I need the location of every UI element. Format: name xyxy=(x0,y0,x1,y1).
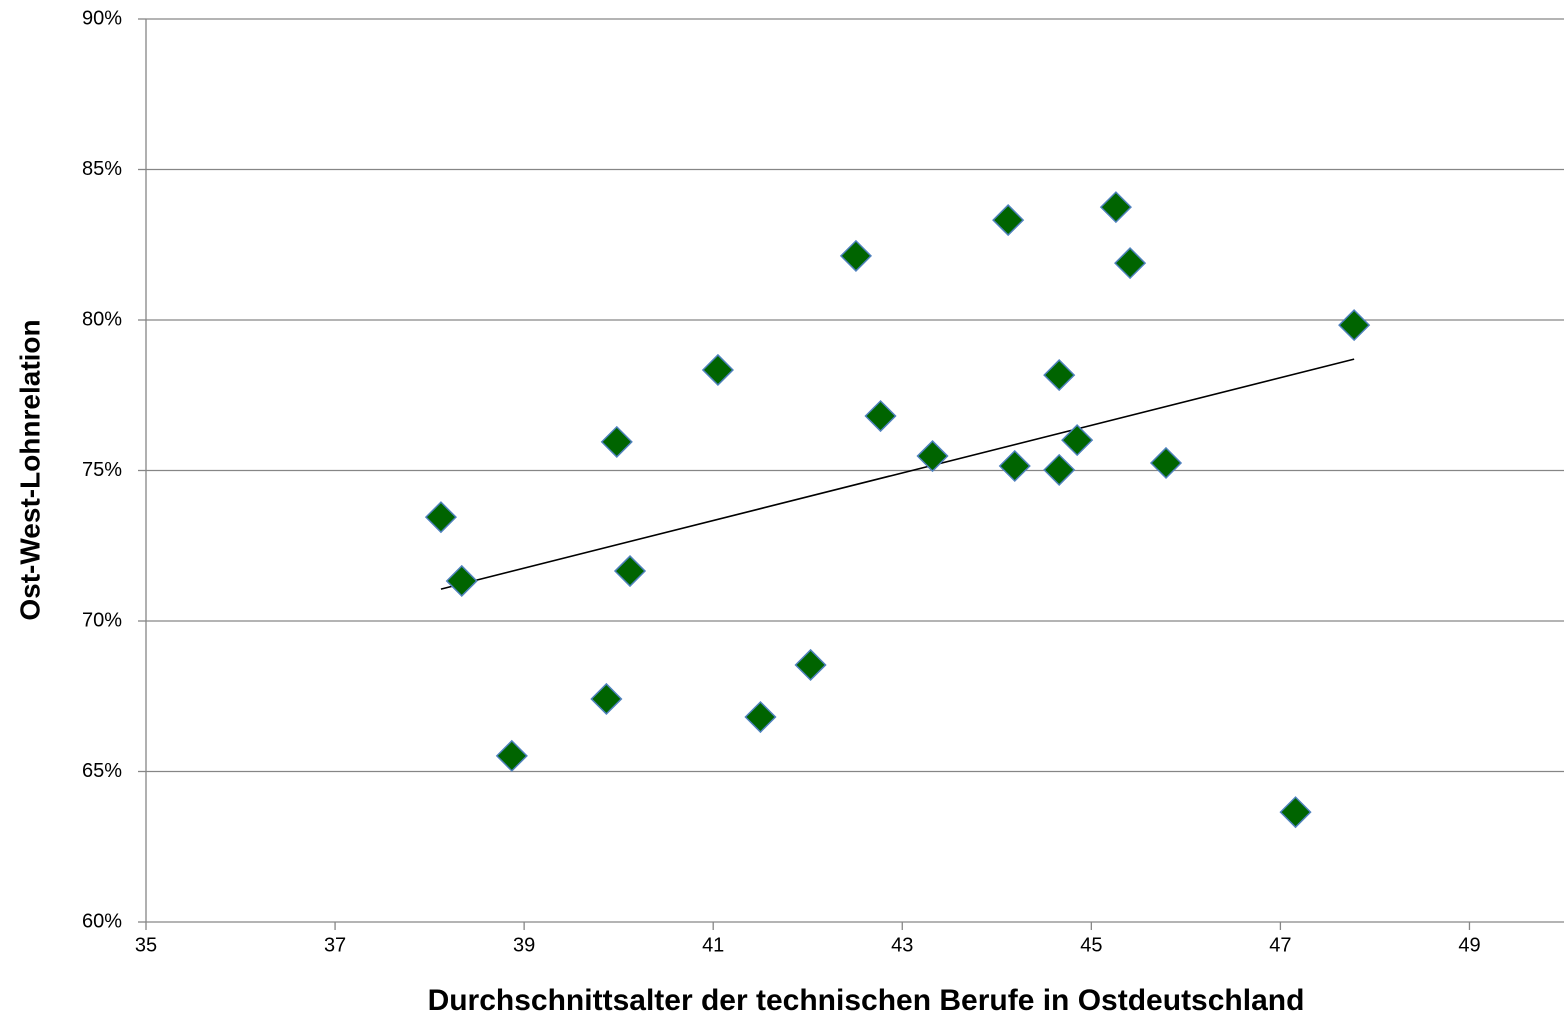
y-tick-label: 75% xyxy=(82,459,122,481)
point xyxy=(864,399,897,433)
x-tick-label: 37 xyxy=(324,934,346,956)
point xyxy=(701,353,734,387)
point xyxy=(445,564,478,598)
y-tick-label: 70% xyxy=(82,609,122,631)
point xyxy=(1114,247,1147,280)
point xyxy=(424,501,458,534)
point xyxy=(1043,453,1076,486)
point xyxy=(1099,191,1132,224)
x-tick-label: 43 xyxy=(891,934,913,956)
trendline xyxy=(440,358,1355,590)
point xyxy=(590,682,623,716)
x-tick-label: 49 xyxy=(1458,934,1480,956)
point xyxy=(992,204,1025,237)
point xyxy=(744,700,777,734)
point xyxy=(998,449,1031,483)
x-tick-label: 47 xyxy=(1269,934,1291,956)
x-tick-label: 41 xyxy=(702,934,724,956)
point xyxy=(1061,424,1094,457)
y-tick-label: 90% xyxy=(82,7,122,29)
point xyxy=(916,439,949,473)
point xyxy=(1043,359,1076,392)
y-axis-title: Ost-West-Lohnrelation xyxy=(14,319,45,620)
point xyxy=(495,739,528,772)
y-tick-label: 80% xyxy=(82,308,122,330)
point xyxy=(794,648,827,682)
x-tick-label: 39 xyxy=(513,934,535,956)
x-tick-label: 45 xyxy=(1080,934,1102,956)
y-tick-label: 65% xyxy=(82,760,122,782)
point xyxy=(1149,446,1183,480)
point xyxy=(613,554,647,588)
x-tick-label: 35 xyxy=(135,934,157,956)
point xyxy=(600,425,633,458)
x-axis-title: Durchschnittsalter der technischen Beruf… xyxy=(428,984,1305,1017)
point xyxy=(1279,796,1312,829)
y-tick-label: 60% xyxy=(82,910,122,932)
point xyxy=(1338,309,1371,342)
point xyxy=(839,239,873,272)
y-tick-label: 85% xyxy=(82,158,122,180)
